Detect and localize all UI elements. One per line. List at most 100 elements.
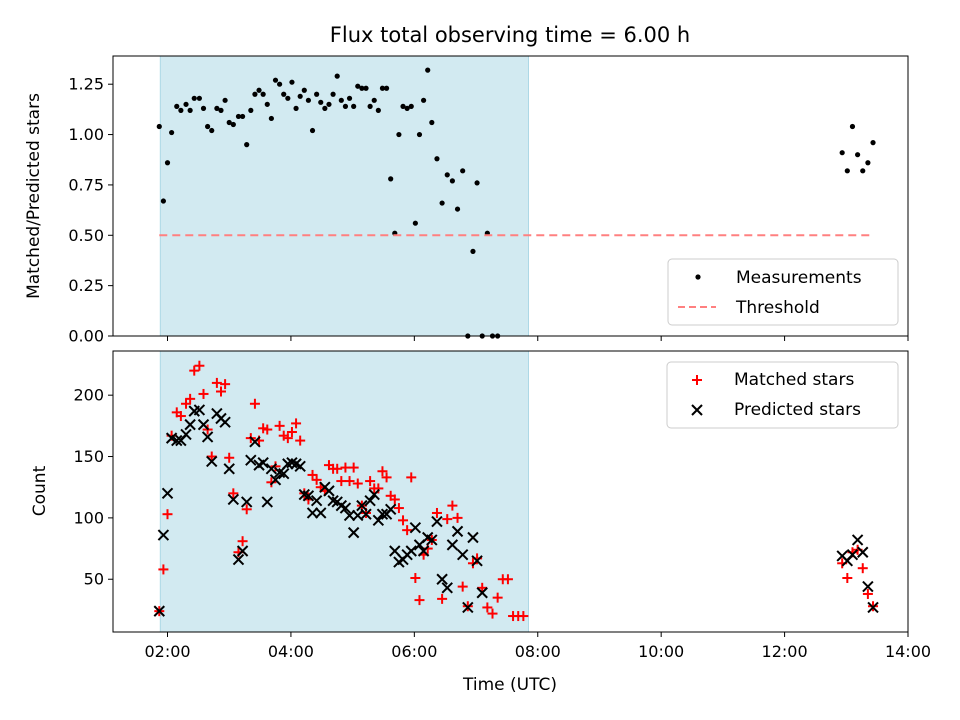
- predicted-stars-point: [360, 508, 372, 520]
- y-tick-label: 50: [84, 570, 104, 589]
- measurement-point: [346, 95, 353, 101]
- top-panel-y-axis: 0.00 0.25 0.50 0.75 1.00 1.25: [68, 75, 113, 346]
- y-tick-label: 0.00: [68, 327, 104, 346]
- x-axis-label: Time (UTC): [462, 675, 557, 695]
- matched-stars-point: [228, 488, 239, 499]
- y-tick-label: 1.25: [68, 75, 104, 94]
- measurement-point: [285, 95, 291, 101]
- measurement-point: [444, 172, 450, 178]
- matched-stars-point: [393, 503, 404, 514]
- predicted-stars-point: [157, 529, 170, 541]
- y-tick-label: 150: [73, 447, 104, 466]
- predicted-stars-point: [240, 496, 253, 508]
- measurement-point: [351, 103, 357, 109]
- predicted-stars-point: [441, 582, 453, 594]
- measurement-point: [470, 248, 476, 254]
- matched-stars-point: [198, 388, 209, 399]
- measurement-point: [301, 87, 307, 93]
- predicted-stars-point: [347, 526, 360, 539]
- predicted-stars-point: [857, 546, 869, 558]
- predicted-stars-point: [269, 474, 282, 486]
- measurement-point: [404, 105, 410, 111]
- predicted-stars-point: [417, 545, 430, 557]
- predicted-stars-point: [426, 534, 438, 546]
- matched-stars-point: [211, 377, 222, 388]
- bottom-panel-series: [153, 360, 879, 622]
- measurement-point: [855, 152, 861, 158]
- measurement-point: [160, 198, 166, 204]
- measurement-point: [388, 176, 394, 182]
- y-tick-label: 1.00: [68, 125, 104, 144]
- measurement-point: [408, 103, 414, 109]
- predicted-stars-point: [201, 431, 214, 443]
- predicted-stars-point: [249, 436, 261, 448]
- measurement-point: [174, 103, 180, 109]
- matched-stars-point: [291, 418, 302, 429]
- legend-predicted-stars-marker: [691, 404, 703, 416]
- measurement-point: [420, 97, 427, 103]
- measurement-point: [416, 131, 423, 138]
- predicted-stars-point: [265, 463, 278, 475]
- measurement-point: [359, 85, 365, 91]
- matched-stars-point: [406, 472, 417, 483]
- predicted-stars-point: [409, 521, 422, 534]
- predicted-stars-point: [356, 499, 368, 512]
- measurement-point: [272, 77, 279, 83]
- measurement-point: [196, 95, 202, 101]
- predicted-stars-point: [310, 494, 323, 507]
- matched-stars-point: [241, 504, 252, 515]
- predicted-stars-point: [339, 502, 352, 514]
- chart-title: Flux total observing time = 6.00 h: [330, 23, 690, 47]
- matched-stars-point: [158, 564, 169, 575]
- measurement-point: [400, 103, 406, 109]
- matched-stars-point: [862, 588, 873, 599]
- predicted-stars-point: [384, 503, 397, 515]
- measurement-point: [396, 131, 402, 138]
- matched-stars-point: [477, 582, 488, 593]
- predicted-stars-point: [197, 418, 210, 431]
- measurement-point: [334, 73, 340, 79]
- measurement-point: [322, 105, 328, 111]
- y-tick-label: 0.25: [68, 276, 104, 295]
- predicted-stars-point: [294, 460, 306, 473]
- measurement-point: [191, 95, 197, 101]
- predicted-stars-point: [476, 587, 488, 599]
- measurement-point: [293, 105, 299, 111]
- legend-label-measurements: Measurements: [736, 268, 862, 288]
- predicted-stars-point: [193, 404, 206, 416]
- measurement-point: [355, 83, 361, 89]
- matched-stars-point: [220, 379, 231, 390]
- predicted-stars-point: [364, 494, 376, 507]
- matched-stars-point: [437, 593, 448, 604]
- measurement-point: [235, 113, 242, 120]
- predicted-stars-point: [462, 601, 474, 614]
- predicted-stars-point: [323, 485, 335, 497]
- matched-stars-point: [282, 433, 293, 444]
- predicted-stars-point: [236, 545, 249, 557]
- legend-frame: [666, 361, 899, 429]
- measurement-point: [209, 127, 215, 134]
- measurement-point: [205, 123, 211, 130]
- predicted-stars-point: [184, 418, 196, 431]
- top-panel-shaded-span: [159, 55, 529, 337]
- predicted-stars-point: [456, 548, 469, 561]
- predicted-stars-point: [206, 455, 218, 468]
- measurement-point: [371, 97, 377, 103]
- legend-measurements-marker: [695, 274, 701, 280]
- y-tick-label: 200: [73, 386, 104, 405]
- legend-frame: [667, 258, 899, 326]
- measurement-point: [222, 97, 228, 103]
- matched-stars-point: [189, 365, 200, 376]
- matched-stars-point: [237, 536, 248, 547]
- matched-stars-point: [162, 509, 173, 520]
- top-panel-x-axis: [167, 336, 909, 341]
- measurement-point: [260, 91, 266, 97]
- measurement-point: [865, 160, 871, 166]
- measurement-point: [156, 123, 162, 130]
- predicted-stars-point: [219, 416, 231, 428]
- x-tick-label: 04:00: [268, 642, 314, 661]
- matched-stars-point: [482, 602, 493, 613]
- measurement-point: [248, 107, 254, 113]
- matched-stars-point: [185, 393, 196, 404]
